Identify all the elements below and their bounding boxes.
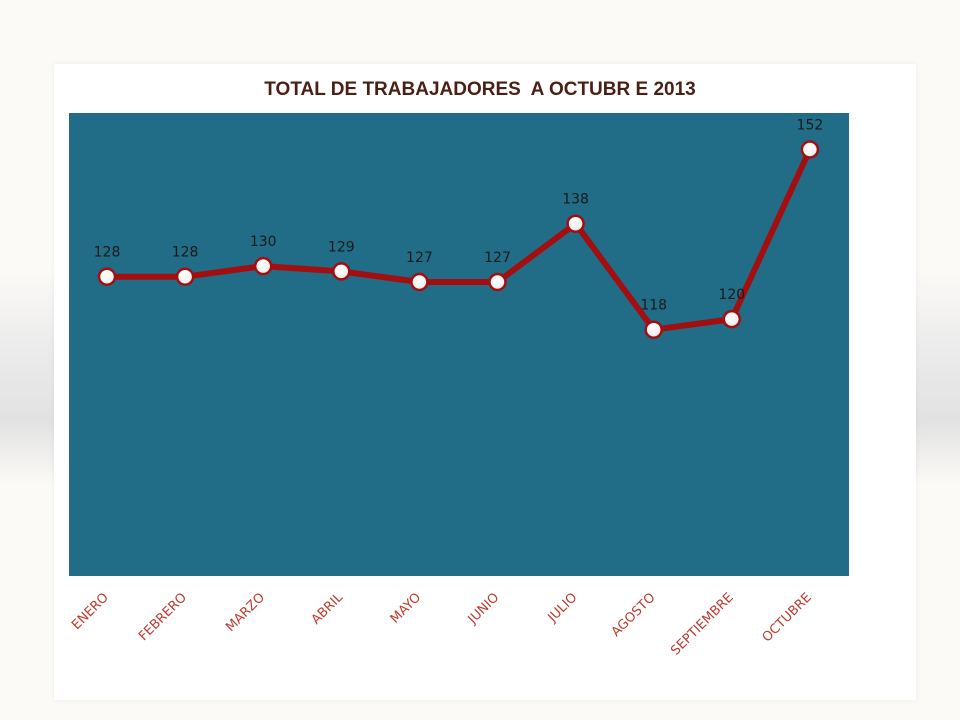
plot-area	[69, 113, 849, 576]
data-label-julio: 138	[562, 192, 589, 208]
x-axis-tick-labels: ENERO FEBRERO MARZO ABRIL MAYO JUNIO JULIO AGOS…	[69, 590, 815, 659]
data-point-abril	[332, 262, 351, 281]
data-point-mayo	[410, 272, 429, 292]
series-layer: 128 128 130 129 127 127 138 118 120 152	[94, 118, 824, 339]
data-point-julio	[566, 214, 585, 233]
data-point-septiembre	[722, 309, 742, 329]
data-point-febrero	[175, 267, 195, 286]
x-tick-label-mayo: MAYO	[388, 590, 424, 626]
x-tick-label-abril: ABRIL	[309, 590, 347, 628]
data-label-febrero: 128	[172, 245, 199, 261]
x-tick-label-junio: JUNIO	[465, 590, 503, 628]
data-point-octubre	[800, 140, 820, 159]
x-tick-label-enero: ENERO	[69, 590, 112, 633]
series-line	[104, 146, 813, 333]
x-tick-label-octubre: OCTUBRE	[760, 590, 815, 645]
data-point-marzo	[253, 256, 273, 276]
data-label-septiembre: 120	[718, 287, 745, 303]
data-label-octubre: 152	[797, 118, 824, 134]
data-label-enero: 128	[94, 245, 121, 261]
x-tick-label-julio: JULIO	[545, 590, 581, 626]
chart-title: TOTAL DE TRABAJADORES A OCTUBR E 2013	[264, 79, 696, 100]
x-tick-label-agosto: AGOSTO	[609, 590, 659, 640]
data-point-junio	[488, 272, 507, 292]
x-tick-label-septiembre: SEPTIEMBRE	[668, 590, 736, 658]
data-label-agosto: 118	[640, 298, 667, 314]
data-label-mayo: 127	[406, 250, 433, 266]
data-label-abril: 129	[328, 239, 355, 255]
x-tick-label-marzo: MARZO	[223, 590, 268, 635]
data-point-enero	[97, 267, 117, 286]
data-label-junio: 127	[484, 250, 511, 266]
data-point-agosto	[644, 320, 663, 339]
x-tick-label-febrero: FEBRERO	[136, 590, 190, 644]
data-label-marzo: 130	[250, 234, 277, 250]
